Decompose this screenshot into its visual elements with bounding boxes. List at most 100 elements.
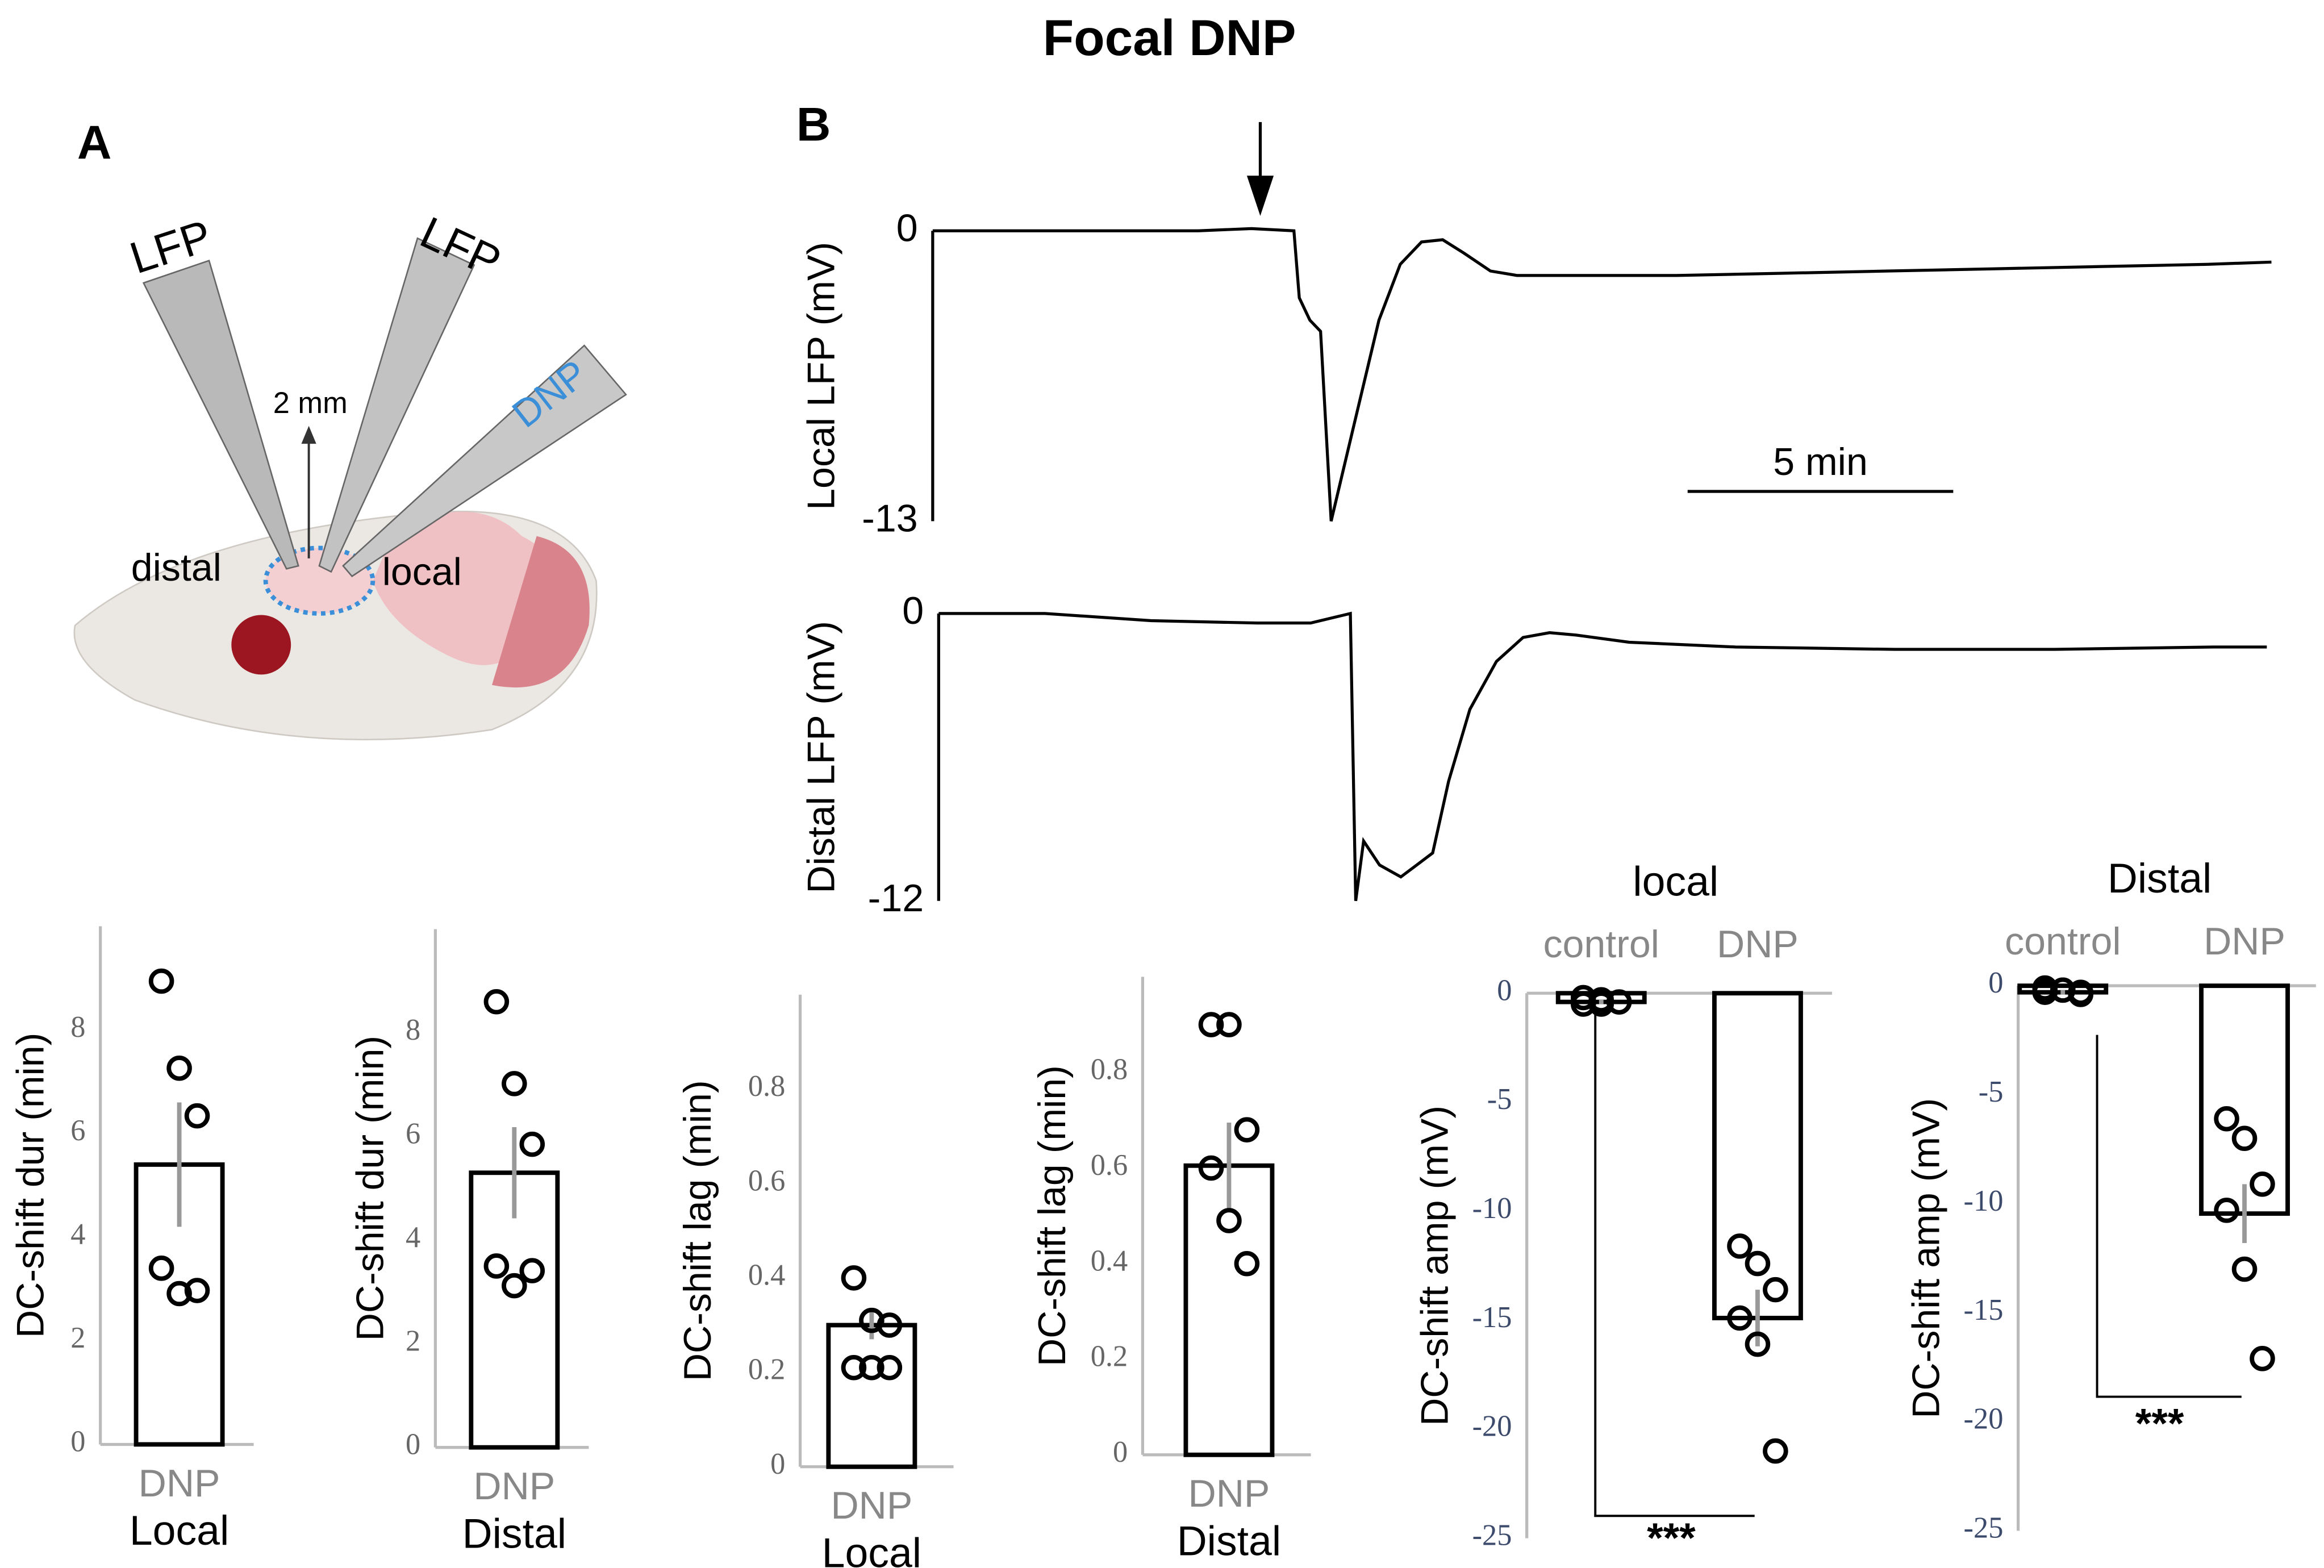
- y-tick-label: 0.8: [1091, 1053, 1128, 1086]
- y-tick-label: 0: [896, 206, 918, 249]
- y-tick-label: 0.8: [748, 1070, 786, 1103]
- y-axis-label: DC-shift dur (min): [9, 1033, 52, 1338]
- y-tick-label: 0: [770, 1448, 785, 1481]
- y-tick-label: -12: [868, 877, 924, 920]
- y-axis-label: DC-shift lag (min): [1030, 1065, 1074, 1366]
- data-point: [2214, 1106, 2239, 1132]
- data-point: [519, 1131, 545, 1157]
- significance-bracket: [2096, 1035, 2242, 1398]
- panel-label: B: [796, 98, 831, 151]
- scale-bar-label: 5 min: [1773, 440, 1868, 483]
- bar: [469, 1170, 560, 1450]
- y-tick-label: 0.6: [1091, 1149, 1128, 1182]
- data-point: [877, 1355, 903, 1381]
- pipette: [142, 260, 299, 570]
- data-point: [148, 968, 174, 994]
- y-tick-label: -10: [1472, 1192, 1512, 1225]
- y-tick-label: -20: [1964, 1403, 2004, 1436]
- y-tick-label: -25: [1472, 1519, 1512, 1552]
- significance-label: ***: [2135, 1400, 2184, 1446]
- eye: [231, 615, 291, 675]
- x-tick-label: DNP: [1717, 923, 1799, 966]
- y-axis-label: DC-shift amp (mV): [1413, 1106, 1456, 1426]
- trace: [932, 227, 2272, 522]
- x-tick-label: control: [2005, 920, 2121, 963]
- data-point: [2032, 979, 2058, 1005]
- y-tick-label: 2: [70, 1321, 85, 1354]
- bar: [1183, 1163, 1275, 1457]
- x-axis-label: Distal: [462, 1510, 566, 1557]
- significance-bracket: [1594, 1012, 1755, 1517]
- x-tick-label: DNP: [831, 1484, 912, 1527]
- data-point: [1198, 1155, 1224, 1181]
- data-point: [1606, 989, 1632, 1015]
- y-tick-label: -5: [1979, 1075, 2004, 1108]
- trace: [938, 611, 2267, 902]
- data-point: [2250, 1171, 2275, 1197]
- x-tick-label: DNP: [139, 1462, 220, 1505]
- pipette: [342, 344, 627, 578]
- y-tick-label: 2: [406, 1324, 420, 1357]
- data-point: [859, 1355, 884, 1381]
- data-point: [1216, 1012, 1242, 1037]
- y-axis-label: DC-shift lag (min): [676, 1080, 719, 1381]
- data-point: [841, 1265, 867, 1291]
- data-point: [2214, 1198, 2239, 1223]
- data-point: [2068, 982, 2093, 1007]
- data-point: [166, 1281, 192, 1307]
- y-axis-label: DC-shift amp (mV): [1904, 1098, 1947, 1419]
- significance-label: ***: [1647, 1515, 1696, 1561]
- data-point: [502, 1071, 527, 1096]
- x-axis-label: Local: [822, 1529, 921, 1568]
- y-tick-label: 0: [406, 1428, 420, 1461]
- data-point: [483, 1253, 510, 1279]
- data-point: [877, 1312, 903, 1338]
- data-point: [184, 1103, 210, 1129]
- y-tick-label: -5: [1487, 1083, 1512, 1116]
- data-point: [2231, 1125, 2258, 1152]
- chart-title: local: [1633, 858, 1718, 904]
- y-tick-label: 0: [70, 1425, 85, 1458]
- data-point: [483, 989, 510, 1015]
- diagram: LFP LFP DNP 2 mm distal local: [73, 207, 627, 741]
- y-tick-label: 4: [70, 1218, 85, 1251]
- diagram-label: 2 mm: [273, 387, 348, 420]
- y-tick-label: 0.4: [1091, 1244, 1128, 1277]
- data-point: [502, 1273, 527, 1299]
- x-tick-label: DNP: [473, 1465, 555, 1508]
- y-tick-label: 6: [70, 1114, 85, 1147]
- data-point: [1234, 1117, 1260, 1142]
- data-point: [1570, 991, 1596, 1017]
- y-tick-label: -25: [1964, 1512, 2004, 1545]
- data-point: [519, 1258, 545, 1283]
- y-tick-label: 8: [70, 1011, 85, 1044]
- y-tick-label: 0.6: [748, 1164, 786, 1197]
- y-tick-label: 0: [1497, 974, 1512, 1007]
- x-axis-label: Distal: [1177, 1517, 1281, 1564]
- stimulus-arrow-head: [1246, 176, 1274, 216]
- tissue: [492, 536, 590, 688]
- x-axis-label: Local: [130, 1507, 229, 1554]
- diagram-label: distal: [131, 546, 222, 589]
- y-tick-label: 8: [406, 1014, 420, 1046]
- data-point: [1763, 1438, 1788, 1464]
- y-axis-label: Distal LFP (mV): [800, 621, 843, 893]
- figure-title: Focal DNP: [1043, 9, 1296, 66]
- data-point: [1763, 1277, 1788, 1303]
- data-point: [1234, 1250, 1260, 1277]
- chart-title: Distal: [2108, 855, 2212, 902]
- panel-label: A: [77, 115, 112, 169]
- bar: [2199, 983, 2290, 1216]
- data-point: [841, 1355, 867, 1381]
- data-point: [1198, 1012, 1224, 1037]
- y-tick-label: 0: [1113, 1436, 1128, 1469]
- diagram-label: local: [382, 551, 462, 594]
- data-point: [1727, 1233, 1753, 1259]
- bar: [1712, 991, 1803, 1320]
- data-point: [148, 1256, 174, 1281]
- y-axis-label: Local LFP (mV): [800, 242, 843, 510]
- y-tick-label: -15: [1964, 1294, 2004, 1327]
- bar: [826, 1323, 917, 1469]
- y-tick-label: 6: [406, 1117, 420, 1150]
